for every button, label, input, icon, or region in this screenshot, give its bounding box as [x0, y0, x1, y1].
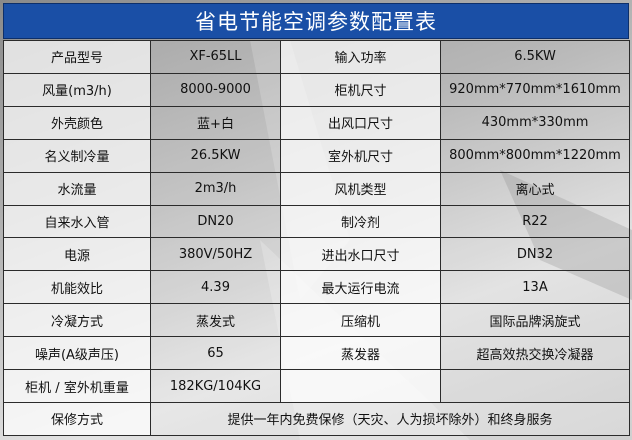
spec-label: 压缩机: [280, 303, 441, 338]
page-title: 省电节能空调参数配置表: [195, 10, 437, 34]
spec-label: 外壳颜色: [3, 105, 151, 140]
spec-label: 最大运行电流: [280, 270, 441, 305]
spec-value: 蓝+白: [150, 105, 281, 140]
spec-label: 产品型号: [3, 40, 151, 74]
spec-value: DN32: [440, 237, 630, 272]
title-bar: 省电节能空调参数配置表: [3, 3, 629, 39]
table-row: 产品型号 XF-65LL 输入功率 6.5KW: [3, 40, 630, 74]
table-row: 风量(m3/h) 8000-9000 柜机尺寸 920mm*770mm*1610mm: [3, 72, 630, 107]
spec-label: 冷凝方式: [3, 303, 151, 338]
table-row-warranty: 保修方式 提供一年内免费保修（天灾、人为损坏除外）和终身服务: [3, 401, 630, 437]
table-row: 水流量 2m3/h 风机类型 离心式: [3, 171, 630, 206]
spec-label: 风量(m3/h): [3, 72, 151, 107]
spec-value: 6.5KW: [440, 40, 630, 74]
spec-value: 182KG/104KG: [150, 369, 281, 403]
spec-value: R22: [440, 204, 630, 239]
spec-value: XF-65LL: [150, 40, 281, 74]
spec-label: 自来水入管: [3, 204, 151, 239]
spec-value: 430mm*330mm: [440, 105, 630, 140]
spec-label: 噪声(A级声压): [3, 336, 151, 371]
spec-label: 风机类型: [280, 171, 441, 206]
table-row: 自来水入管 DN20 制冷剂 R22: [3, 204, 630, 239]
spec-label: 名义制冷量: [3, 138, 151, 173]
spec-label: 水流量: [3, 171, 151, 206]
spec-label: [280, 369, 441, 403]
table-row: 外壳颜色 蓝+白 出风口尺寸 430mm*330mm: [3, 105, 630, 140]
spec-table: 产品型号 XF-65LL 输入功率 6.5KW 风量(m3/h) 8000-9000 柜机尺…: [3, 40, 630, 437]
warranty-value: 提供一年内免费保修（天灾、人为损坏除外）和终身服务: [150, 401, 630, 437]
spec-label: 室外机尺寸: [280, 138, 441, 173]
spec-value: 65: [150, 336, 281, 371]
spec-label: 柜机 / 室外机重量: [3, 369, 151, 403]
spec-value: 离心式: [440, 171, 630, 206]
spec-value: 13A: [440, 270, 630, 305]
table-row: 名义制冷量 26.5KW 室外机尺寸 800mm*800mm*1220mm: [3, 138, 630, 173]
spec-value: 380V/50HZ: [150, 237, 281, 272]
table-row: 柜机 / 室外机重量 182KG/104KG: [3, 369, 630, 403]
spec-label: 输入功率: [280, 40, 441, 74]
spec-value: DN20: [150, 204, 281, 239]
spec-value: 超高效热交换冷凝器: [440, 336, 630, 371]
spec-value: 4.39: [150, 270, 281, 305]
spec-value: 26.5KW: [150, 138, 281, 173]
table-row: 噪声(A级声压) 65 蒸发器 超高效热交换冷凝器: [3, 336, 630, 371]
spec-value: 920mm*770mm*1610mm: [440, 72, 630, 107]
table-row: 冷凝方式 蒸发式 压缩机 国际品牌涡旋式: [3, 303, 630, 338]
spec-value: 800mm*800mm*1220mm: [440, 138, 630, 173]
spec-value: 蒸发式: [150, 303, 281, 338]
warranty-label: 保修方式: [3, 401, 151, 437]
spec-value: [440, 369, 630, 403]
spec-label: 蒸发器: [280, 336, 441, 371]
spec-label: 机能效比: [3, 270, 151, 305]
spec-label: 制冷剂: [280, 204, 441, 239]
table-row: 机能效比 4.39 最大运行电流 13A: [3, 270, 630, 305]
spec-label: 出风口尺寸: [280, 105, 441, 140]
table-row: 电源 380V/50HZ 进出水口尺寸 DN32: [3, 237, 630, 272]
spec-value: 8000-9000: [150, 72, 281, 107]
spec-value: 国际品牌涡旋式: [440, 303, 630, 338]
spec-value: 2m3/h: [150, 171, 281, 206]
spec-label: 柜机尺寸: [280, 72, 441, 107]
spec-label: 进出水口尺寸: [280, 237, 441, 272]
spec-label: 电源: [3, 237, 151, 272]
